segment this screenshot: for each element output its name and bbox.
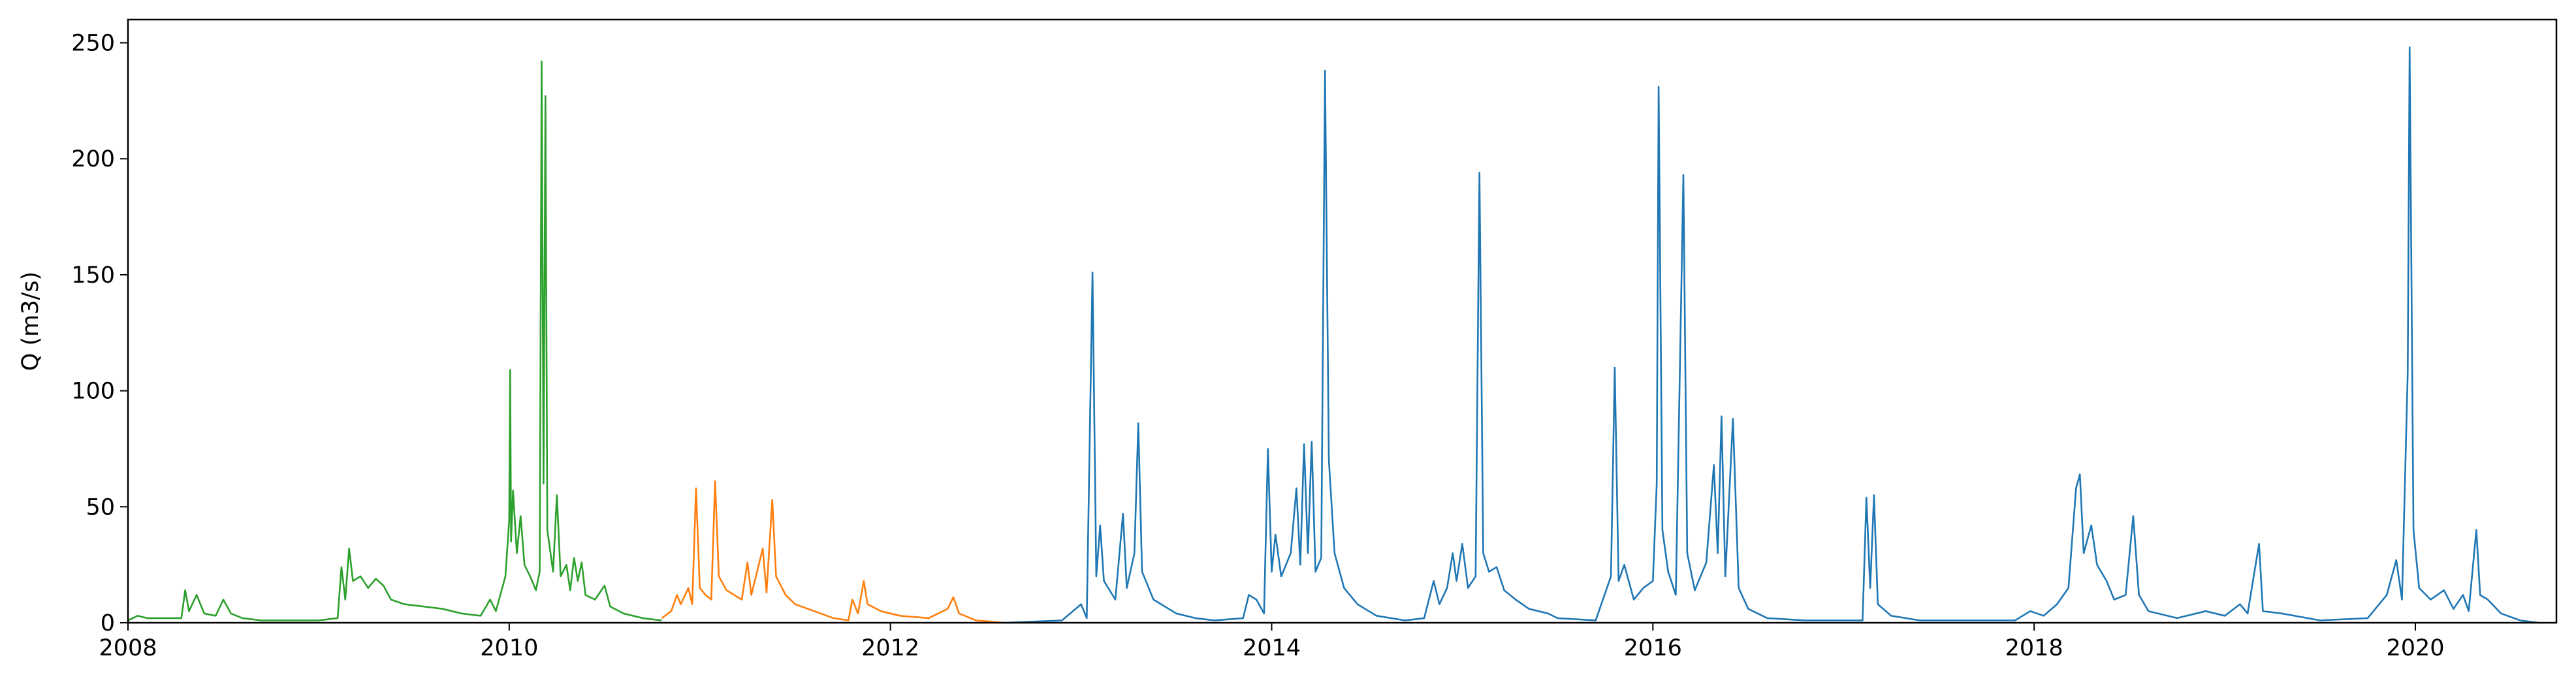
y-tick-label: 250 — [71, 31, 115, 57]
y-axis-label: Q (m3/s) — [18, 272, 44, 371]
y-tick-label: 100 — [71, 379, 115, 405]
x-tick-label: 2010 — [480, 635, 538, 661]
series-line — [127, 60, 662, 621]
series-line — [661, 480, 1005, 624]
x-tick-label: 2018 — [2005, 635, 2063, 661]
x-tick-label: 2020 — [2386, 635, 2444, 661]
series-line — [1004, 46, 2539, 624]
plot-frame — [127, 18, 2558, 624]
x-tick-label: 2012 — [861, 635, 919, 661]
x-tick-label: 2008 — [99, 635, 157, 661]
x-tick-label: 2014 — [1243, 635, 1301, 661]
y-tick-label: 200 — [71, 146, 115, 172]
y-tick-label: 50 — [86, 494, 115, 520]
y-tick-label: 150 — [71, 262, 115, 289]
x-tick-label: 2016 — [1624, 635, 1682, 661]
y-tick-label: 0 — [101, 610, 115, 636]
